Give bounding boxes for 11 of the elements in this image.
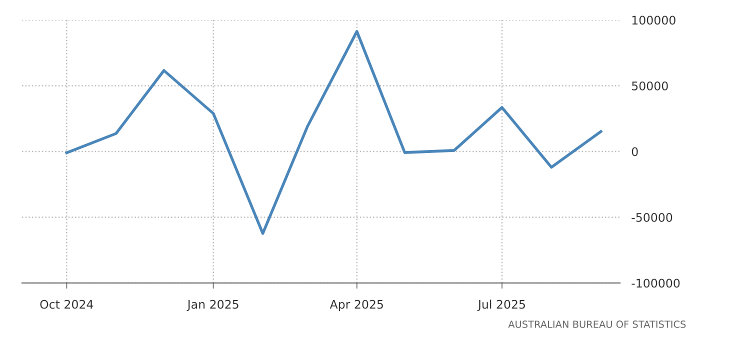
x-tick-label: Jul 2025 bbox=[477, 300, 525, 311]
text: AUSTRALIAN BUREAU OF STATISTICS bbox=[508, 320, 686, 328]
line-series bbox=[65, 30, 602, 235]
y-tick-label: -100000 bbox=[632, 278, 680, 288]
x-tick-label: Oct 2024 bbox=[40, 300, 94, 309]
y-tick-label: -50000 bbox=[632, 212, 672, 222]
x-tick-label: Jan 2025 bbox=[186, 300, 238, 311]
y-tick-label: 100000 bbox=[632, 16, 676, 25]
x-tick-label: Apr 2025 bbox=[330, 300, 383, 312]
y-tick-label: 50000 bbox=[632, 81, 668, 90]
y-tick-label: 0 bbox=[632, 147, 638, 156]
